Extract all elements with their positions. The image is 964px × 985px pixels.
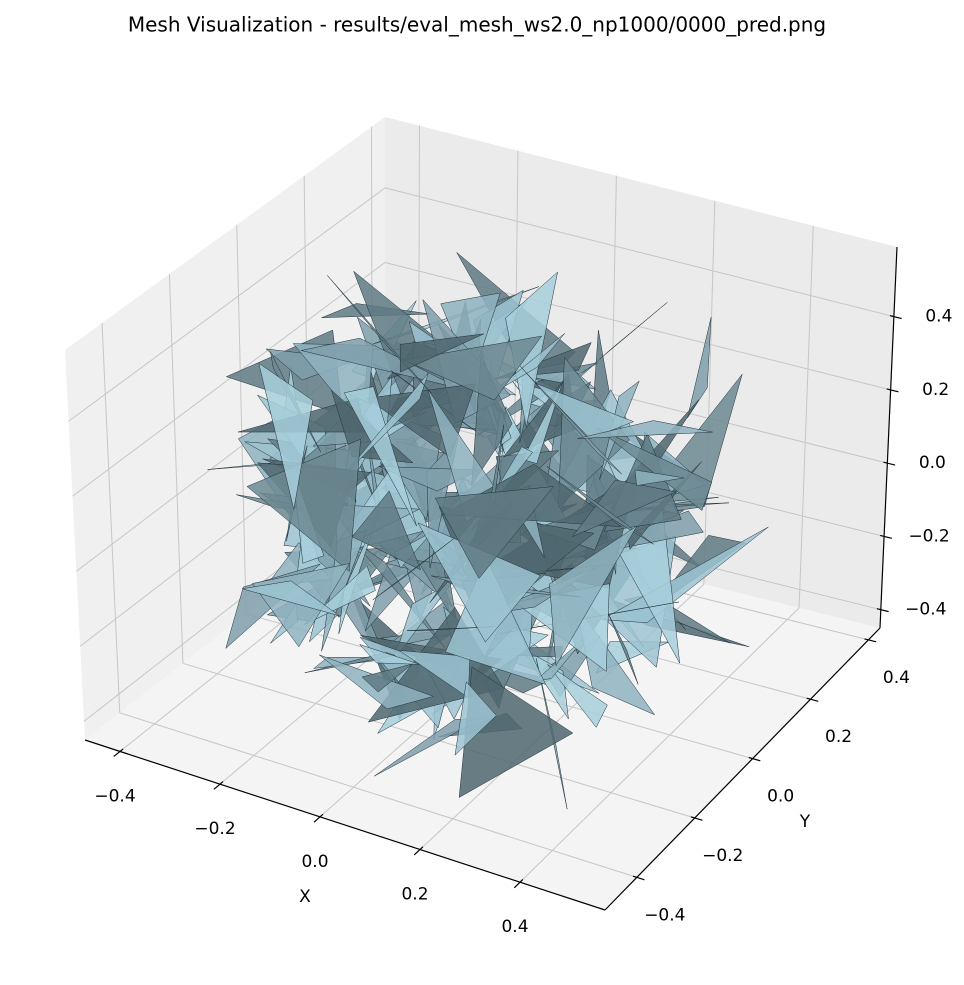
tick-mark	[690, 816, 703, 821]
tick-mark	[876, 608, 889, 613]
grid-line	[703, 200, 716, 585]
mesh-face	[241, 580, 340, 617]
x-axis-label: X	[299, 887, 311, 907]
grid-line	[101, 322, 121, 713]
tick-mark	[748, 756, 761, 762]
mesh-face	[342, 372, 429, 477]
y-tick-label: −0.4	[644, 905, 685, 925]
chart-title: Mesh Visualization - results/eval_mesh_w…	[128, 13, 826, 37]
y-tick-label: 0.2	[825, 727, 852, 747]
y-tick-label: −0.2	[702, 846, 743, 866]
z-tick-label: −0.2	[908, 526, 949, 546]
axes: −0.4 −0.2 0.0 0.2 0.4 −0.4 −0.2 0.0 0.2 0.4 −0.4 −0…	[84, 246, 952, 937]
mesh-face	[344, 386, 417, 527]
mesh-face	[399, 333, 485, 373]
x-tick-label: 0.4	[501, 917, 528, 937]
mesh-face	[258, 363, 314, 510]
mesh-face	[535, 383, 634, 439]
mesh-face	[549, 525, 638, 666]
grid-line	[384, 262, 891, 391]
z-tick-label: 0.0	[919, 453, 946, 473]
y-tick-label: 0.4	[883, 668, 910, 688]
mesh-face	[572, 479, 677, 537]
mesh-face	[403, 335, 542, 401]
y-axis-label: Y	[799, 812, 811, 832]
mesh-face	[359, 644, 421, 665]
grid-line	[68, 187, 386, 422]
x-tick-label: −0.4	[94, 786, 135, 806]
x-axis-line	[84, 739, 606, 911]
tick-mark	[883, 461, 896, 466]
tick-mark	[213, 781, 224, 790]
mesh-face	[599, 301, 668, 360]
mesh-face	[361, 663, 413, 693]
grid-line	[72, 262, 386, 497]
tick-mark	[889, 315, 902, 320]
tick-mark	[632, 875, 645, 881]
z-tick-label: 0.4	[925, 307, 952, 327]
mesh-face	[393, 581, 454, 661]
mesh-face	[372, 538, 454, 601]
mesh-face	[547, 664, 608, 728]
mesh-face	[246, 438, 361, 572]
mesh-face	[406, 626, 496, 631]
z-tick-label: 0.2	[922, 380, 949, 400]
x-tick-label: −0.2	[194, 819, 235, 839]
mesh-face	[454, 681, 497, 756]
mesh-face	[577, 420, 713, 439]
mesh-face	[351, 490, 421, 570]
mesh	[207, 252, 769, 810]
mesh-face	[399, 650, 471, 698]
mesh-face	[634, 469, 685, 486]
y-axis-line	[604, 627, 881, 911]
z-tick-label: −0.4	[905, 600, 946, 620]
y-tick-label: 0.0	[767, 787, 794, 807]
mesh-face	[608, 613, 639, 685]
tick-mark	[864, 638, 877, 643]
x-tick-label: 0.2	[401, 885, 428, 905]
z-axis-line	[879, 246, 898, 629]
tick-mark	[113, 748, 124, 757]
grid-line	[168, 273, 184, 664]
grid-line	[236, 224, 247, 614]
mesh-face	[487, 333, 565, 397]
grid-line	[384, 187, 895, 318]
grid-line	[119, 712, 637, 878]
mesh-face	[687, 317, 712, 419]
tick-mark	[513, 878, 524, 889]
x-tick-label: 0.0	[301, 852, 328, 872]
tick-mark	[806, 697, 819, 702]
mesh-face	[601, 526, 769, 624]
mesh-face	[434, 486, 554, 579]
grid-line	[798, 225, 814, 608]
grid-line	[519, 607, 800, 883]
tick-mark	[880, 534, 892, 539]
tick-mark	[413, 846, 424, 856]
tick-mark	[886, 388, 899, 393]
tick-mark	[313, 813, 324, 823]
mesh-face	[596, 427, 713, 511]
